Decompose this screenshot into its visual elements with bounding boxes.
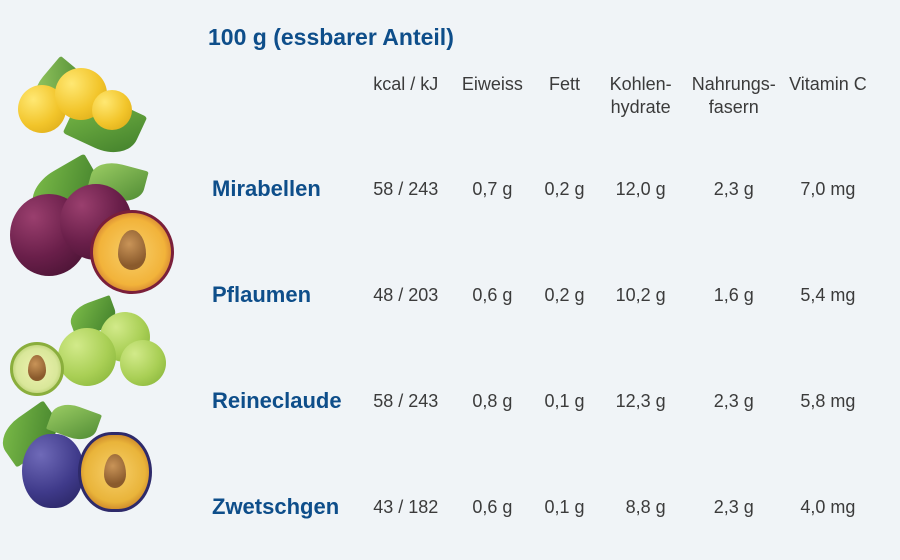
cell-kcal: 48 / 203 [358,242,453,348]
row-name: Mirabellen [208,136,358,242]
col-header-nf: Nahrungs-fasern [684,65,784,136]
table-row: Zwetschgen 43 / 182 0,6 g 0,1 g 8,8 g 2,… [208,454,872,560]
cell-kh: 8,8 g [598,454,684,560]
table-row: Pflaumen 48 / 203 0,6 g 0,2 g 10,2 g 1,6… [208,242,872,348]
cell-vc: 7,0 mg [784,136,872,242]
pflaumen-icon [0,170,200,300]
cell-fett: 0,2 g [531,136,597,242]
cell-kh: 12,3 g [598,348,684,454]
table-title: 100 g (essbarer Anteil) [208,24,872,51]
cell-nf: 2,3 g [684,136,784,242]
cell-kcal: 58 / 243 [358,348,453,454]
cell-ei: 0,6 g [453,454,531,560]
zwetschgen-icon [0,410,190,520]
cell-kcal: 58 / 243 [358,136,453,242]
nutrition-table-page: 100 g (essbarer Anteil) kcal / kJ Eiweis… [0,0,900,525]
table-row: Mirabellen 58 / 243 0,7 g 0,2 g 12,0 g 2… [208,136,872,242]
cell-nf: 1,6 g [684,242,784,348]
cell-vc: 5,4 mg [784,242,872,348]
cell-vc: 4,0 mg [784,454,872,560]
content-column: 100 g (essbarer Anteil) kcal / kJ Eiweis… [200,0,900,525]
cell-ei: 0,7 g [453,136,531,242]
cell-ei: 0,6 g [453,242,531,348]
cell-kcal: 43 / 182 [358,454,453,560]
col-header-vc: Vitamin C [784,65,872,136]
col-header-name [208,65,358,136]
col-header-eiweiss: Eiweiss [453,65,531,136]
col-header-fett: Fett [531,65,597,136]
col-header-kh: Kohlen-hydrate [598,65,684,136]
cell-nf: 2,3 g [684,454,784,560]
cell-kh: 12,0 g [598,136,684,242]
row-name: Zwetschgen [208,454,358,560]
cell-fett: 0,1 g [531,348,597,454]
reineclaude-icon [0,300,190,410]
cell-fett: 0,2 g [531,242,597,348]
table-row: Reineclaude 58 / 243 0,8 g 0,1 g 12,3 g … [208,348,872,454]
cell-nf: 2,3 g [684,348,784,454]
cell-fett: 0,1 g [531,454,597,560]
cell-kh: 10,2 g [598,242,684,348]
table-header-row: kcal / kJ Eiweiss Fett Kohlen-hydrate Na… [208,65,872,136]
cell-ei: 0,8 g [453,348,531,454]
nutrition-table: kcal / kJ Eiweiss Fett Kohlen-hydrate Na… [208,65,872,560]
table-body: Mirabellen 58 / 243 0,7 g 0,2 g 12,0 g 2… [208,136,872,560]
row-name: Reineclaude [208,348,358,454]
fruit-image-column [0,0,200,525]
mirabellen-icon [0,60,180,170]
cell-vc: 5,8 mg [784,348,872,454]
col-header-kcal: kcal / kJ [358,65,453,136]
row-name: Pflaumen [208,242,358,348]
